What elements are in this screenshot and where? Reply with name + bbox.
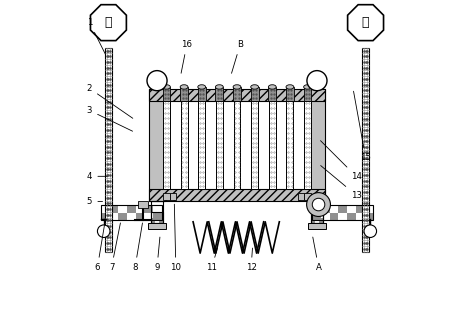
Bar — [164, 193, 170, 200]
Bar — [100, 213, 109, 220]
Bar — [312, 205, 374, 220]
Bar — [314, 81, 319, 89]
Bar — [330, 213, 338, 220]
Bar — [269, 101, 276, 189]
Text: 6: 6 — [95, 223, 105, 272]
Circle shape — [312, 198, 325, 211]
Ellipse shape — [198, 85, 206, 89]
Bar — [286, 101, 293, 189]
Text: 8: 8 — [132, 223, 143, 272]
Bar — [310, 201, 323, 223]
Circle shape — [98, 225, 110, 238]
Bar — [233, 87, 241, 101]
Text: 停: 停 — [362, 16, 369, 29]
Circle shape — [307, 71, 327, 91]
Circle shape — [364, 225, 376, 238]
Bar — [309, 89, 325, 201]
Text: 5: 5 — [87, 197, 102, 206]
Bar — [310, 212, 323, 223]
Bar — [312, 213, 321, 220]
Text: 14: 14 — [320, 141, 362, 181]
Bar — [198, 87, 206, 101]
Bar — [105, 48, 112, 252]
Bar — [234, 101, 240, 189]
Text: A: A — [313, 237, 321, 272]
Ellipse shape — [286, 85, 294, 89]
Bar — [136, 213, 144, 220]
Ellipse shape — [216, 85, 223, 89]
Bar — [319, 218, 323, 223]
Text: 4: 4 — [87, 172, 107, 181]
Bar — [304, 193, 310, 200]
Bar — [315, 212, 319, 218]
Text: 1: 1 — [87, 18, 106, 55]
Bar — [163, 87, 170, 101]
Bar — [127, 205, 136, 213]
Text: 12: 12 — [246, 248, 256, 272]
Polygon shape — [347, 5, 383, 41]
Text: 15: 15 — [354, 91, 371, 162]
Text: 9: 9 — [155, 237, 160, 272]
Bar — [147, 223, 166, 229]
Ellipse shape — [180, 85, 188, 89]
Bar — [362, 48, 369, 252]
Bar — [321, 205, 330, 213]
Bar — [251, 87, 258, 101]
Bar — [365, 213, 374, 220]
Bar — [304, 101, 311, 189]
Bar — [304, 87, 311, 101]
Bar — [181, 101, 188, 189]
Ellipse shape — [233, 85, 241, 89]
Bar — [216, 87, 223, 101]
Bar — [138, 201, 147, 208]
Circle shape — [147, 71, 167, 91]
Bar — [310, 218, 315, 223]
Circle shape — [307, 193, 330, 216]
Text: 7: 7 — [109, 223, 120, 272]
Bar — [151, 201, 164, 223]
Text: 3: 3 — [87, 106, 133, 131]
Bar — [251, 101, 258, 189]
Text: 13: 13 — [321, 166, 362, 200]
Bar — [170, 193, 176, 200]
Bar — [308, 223, 327, 229]
Bar — [144, 205, 153, 213]
Bar — [347, 213, 356, 220]
Bar — [155, 81, 160, 89]
Bar — [149, 189, 325, 201]
Bar — [198, 101, 205, 189]
Ellipse shape — [251, 85, 258, 89]
Bar — [268, 87, 276, 101]
Ellipse shape — [163, 85, 170, 89]
Bar — [109, 205, 118, 213]
Bar — [216, 101, 223, 189]
Text: 16: 16 — [181, 40, 192, 73]
Bar — [159, 218, 164, 223]
Bar — [100, 205, 162, 220]
Text: 11: 11 — [206, 248, 218, 272]
Bar — [356, 205, 365, 213]
Bar — [286, 87, 294, 101]
Text: 2: 2 — [87, 84, 133, 118]
Bar — [298, 193, 304, 200]
Bar — [151, 212, 164, 223]
Bar — [149, 89, 325, 101]
Bar — [151, 218, 155, 223]
Bar — [118, 213, 127, 220]
Text: 10: 10 — [170, 204, 182, 272]
Bar — [338, 205, 347, 213]
Ellipse shape — [268, 85, 276, 89]
Bar — [149, 89, 165, 201]
Bar — [153, 213, 162, 220]
Ellipse shape — [304, 85, 311, 89]
Text: B: B — [231, 40, 243, 73]
Bar — [155, 212, 159, 218]
Text: 停: 停 — [105, 16, 112, 29]
Polygon shape — [91, 5, 127, 41]
Bar — [180, 87, 188, 101]
Bar — [163, 101, 170, 189]
